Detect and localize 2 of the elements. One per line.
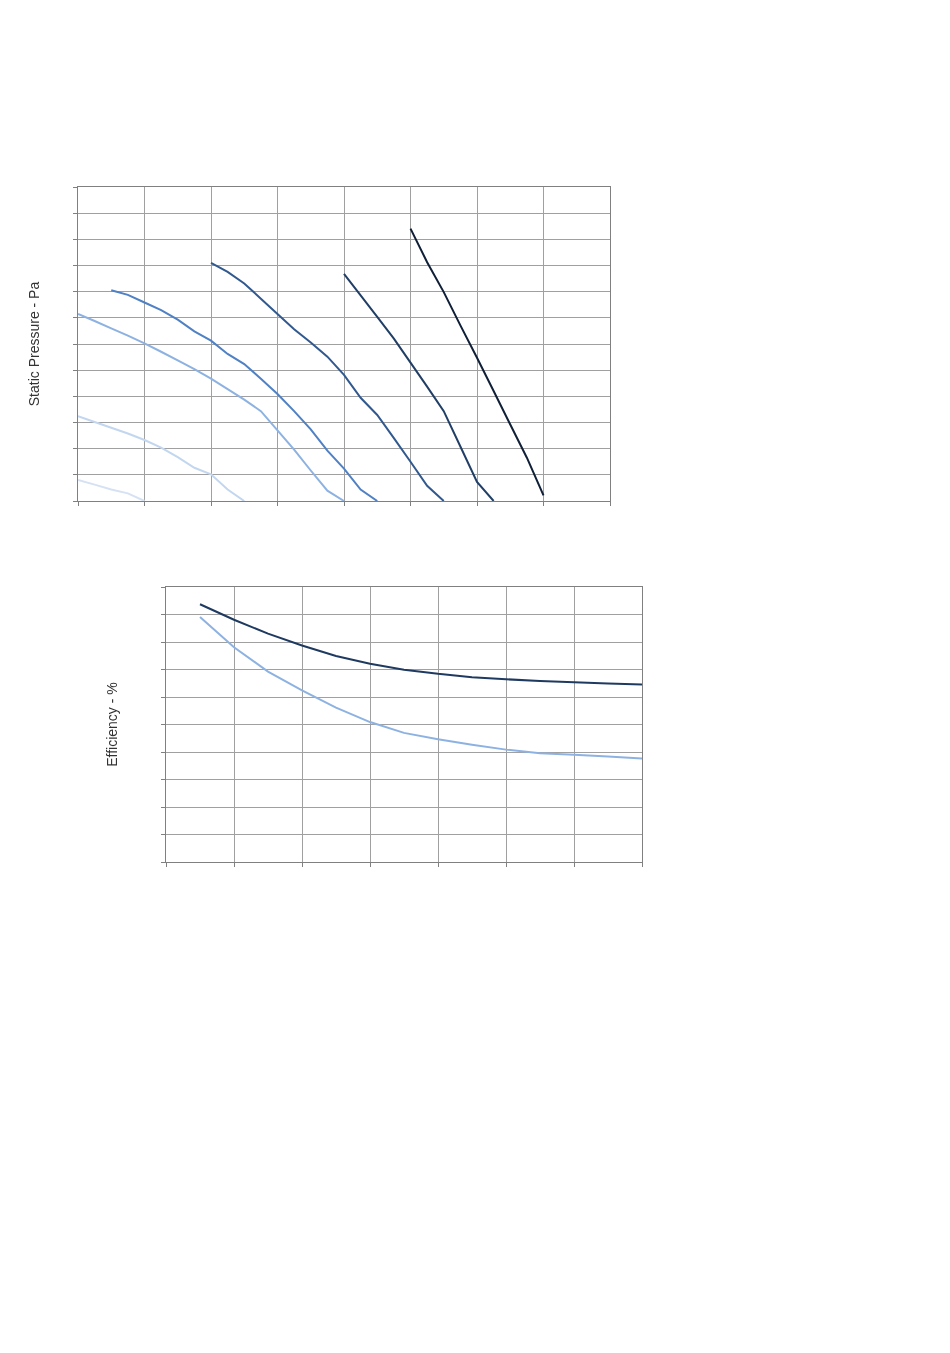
y-axis-title: Efficiency - % bbox=[103, 682, 120, 767]
y-axis-title: Static Pressure - Pa bbox=[25, 281, 42, 407]
